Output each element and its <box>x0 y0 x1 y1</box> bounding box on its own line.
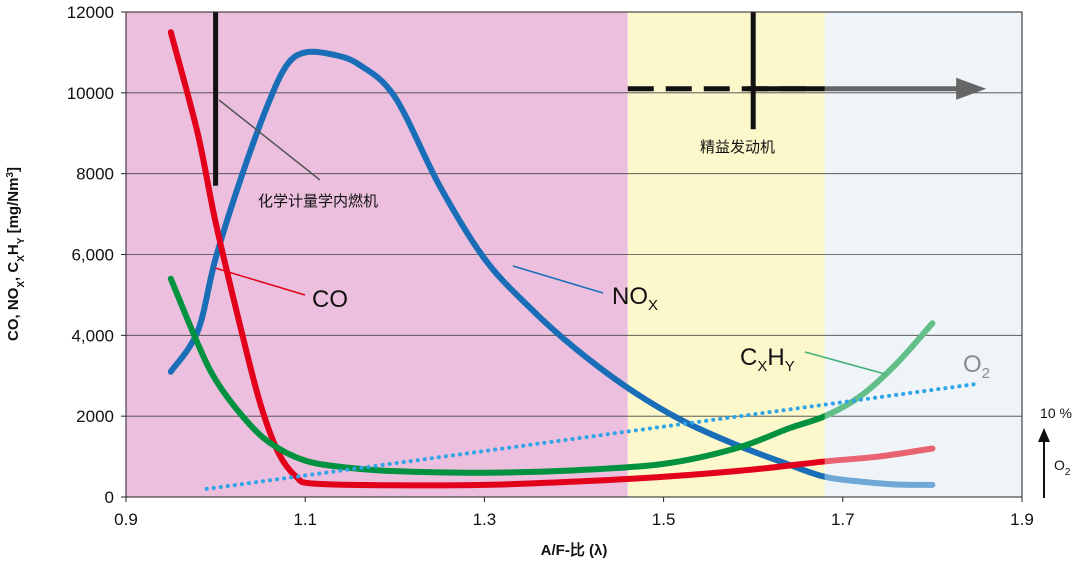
co-label: CO <box>312 286 348 313</box>
stoich-leader-line <box>218 99 321 181</box>
y-tick-label: 6,000 <box>71 246 114 265</box>
x-tick-label: 1.3 <box>473 510 497 529</box>
x-tick-label: 1.9 <box>1010 510 1034 529</box>
cxhy-label: CXHY <box>740 344 795 375</box>
o2-percent-label: 10 % <box>1040 405 1072 421</box>
x-tick-label: 0.9 <box>114 510 138 529</box>
x-tick-label: 1.1 <box>293 510 317 529</box>
y-tick-label: 10000 <box>67 84 114 103</box>
nox-leader-line <box>512 265 604 294</box>
y-tick-label: 0 <box>105 488 114 507</box>
y-tick-label: 4,000 <box>71 326 114 345</box>
x-tick-labels: 0.9 1.1 1.3 1.5 1.7 1.9 <box>114 497 1034 529</box>
series-o-line <box>204 381 980 491</box>
stoich-engine-label: 化学计量学内燃机 <box>258 192 378 210</box>
series-labels: CO NOX CXHY O2 <box>214 265 990 382</box>
series-ch-line <box>167 275 825 476</box>
x-axis-title: A/F-比 (λ) <box>541 541 608 559</box>
x-tick-label: 1.5 <box>652 510 676 529</box>
lean-arrow-head <box>956 77 987 100</box>
plot-area <box>167 29 980 491</box>
marker-group <box>213 12 987 186</box>
nox-label: NOX <box>612 283 658 314</box>
series-co-line <box>167 29 825 489</box>
y-tick-label: 8000 <box>76 165 114 184</box>
x-tick-label: 1.7 <box>831 510 855 529</box>
o2-label: O2 <box>963 351 990 382</box>
lean-engine-label: 精益发动机 <box>700 138 775 156</box>
o2-axis-label: O2 <box>1054 457 1071 478</box>
y-axis-title: CO, NOX, CXHY [mg/Nm3] <box>5 167 27 341</box>
co-leader-line <box>214 267 306 296</box>
series-no-line <box>167 48 825 480</box>
cxhy-leader-line <box>804 351 886 375</box>
series-ch-line-faded <box>824 320 936 420</box>
y-tick-label: 2000 <box>76 407 114 426</box>
o2-side-indicator: 10 % O2 <box>1038 405 1072 498</box>
o2-arrow-head <box>1038 428 1050 442</box>
y-tick-label: 12000 <box>67 3 114 22</box>
y-tick-labels: 0 2000 4,000 6,000 8000 10000 12000 <box>67 3 126 507</box>
